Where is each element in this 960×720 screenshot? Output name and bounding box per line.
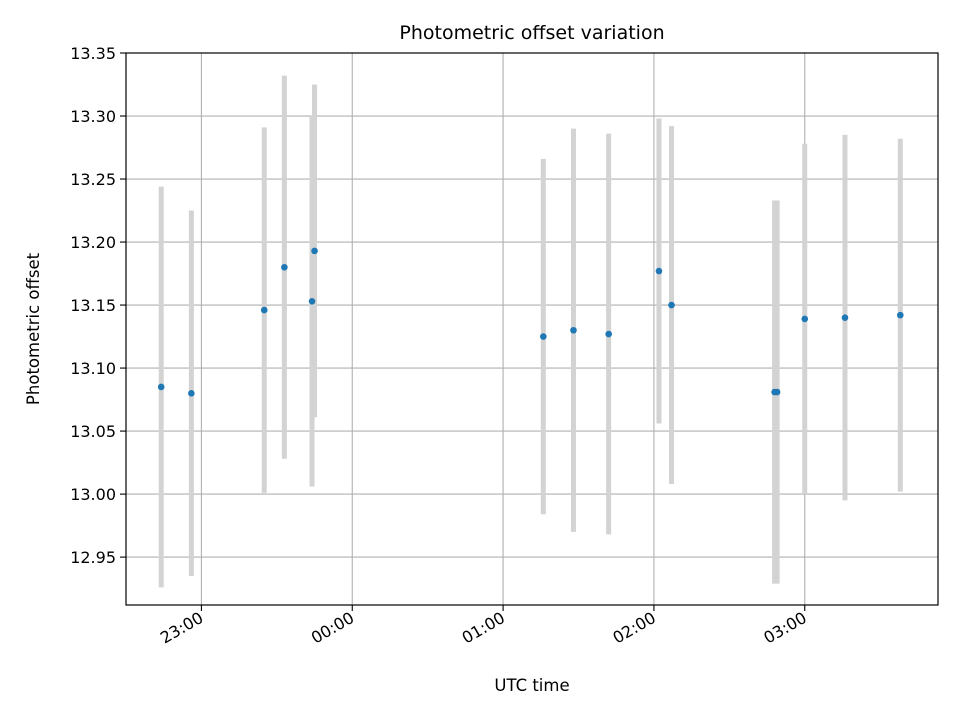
data-point: [281, 263, 288, 271]
data-point: [311, 247, 318, 255]
data-point: [540, 333, 547, 340]
data-point: [841, 314, 849, 321]
data-point: [605, 330, 612, 338]
chart-title: Photometric offset variation: [399, 22, 664, 44]
data-point: [308, 297, 316, 305]
data-point: [896, 311, 904, 319]
data-point: [655, 267, 663, 275]
data-point: [570, 326, 577, 334]
data-point: [801, 315, 809, 323]
y-tick-label: 13.20: [70, 233, 116, 252]
data-point: [260, 306, 268, 314]
y-tick-label: 13.35: [70, 44, 116, 63]
data-point: [157, 383, 165, 391]
data-point: [773, 388, 781, 396]
data-point: [668, 301, 675, 309]
y-tick-label: 13.15: [70, 296, 116, 315]
y-tick-label: 13.00: [70, 485, 116, 504]
x-axis-title: UTC time: [494, 676, 569, 695]
y-tick-label: 13.05: [70, 422, 116, 441]
point-layer: [157, 247, 904, 397]
y-tick-label: 13.25: [70, 170, 116, 189]
y-tick-label: 13.30: [70, 107, 116, 126]
y-tick-label: 12.95: [70, 548, 116, 567]
y-tick-label: 13.10: [70, 359, 116, 378]
plot-frame: [125, 52, 939, 606]
y-axis-title: Photometric offset: [24, 252, 43, 405]
data-point: [188, 389, 195, 397]
